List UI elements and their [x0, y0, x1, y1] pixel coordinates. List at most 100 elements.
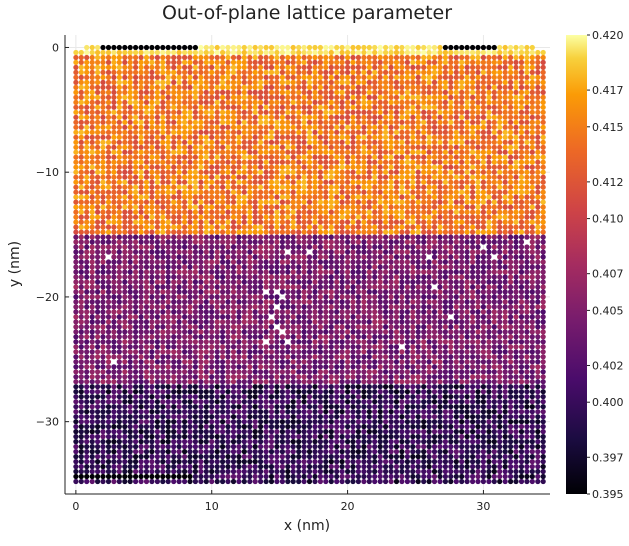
data-point	[122, 299, 128, 305]
data-point	[122, 279, 128, 285]
data-point	[100, 199, 106, 205]
data-point	[127, 259, 133, 265]
data-point	[95, 44, 101, 51]
data-point	[285, 239, 291, 245]
data-point	[421, 294, 427, 300]
data-point	[171, 204, 177, 210]
data-point	[301, 189, 307, 195]
data-point	[366, 174, 372, 180]
data-point	[393, 179, 400, 185]
data-point	[122, 79, 128, 85]
data-point	[290, 224, 296, 230]
data-point	[328, 224, 334, 230]
data-point	[399, 219, 405, 225]
data-point	[410, 234, 416, 240]
data-point	[306, 84, 313, 90]
data-point	[84, 49, 90, 56]
data-point	[138, 299, 144, 305]
data-point	[230, 289, 237, 295]
data-point	[176, 204, 182, 210]
data-point	[497, 319, 503, 325]
data-point	[415, 69, 421, 75]
data-point	[78, 219, 84, 225]
data-point	[171, 44, 177, 51]
data-point	[214, 304, 220, 310]
data-point	[437, 184, 443, 190]
data-point	[133, 319, 139, 325]
data-point	[258, 44, 264, 51]
data-point	[323, 49, 329, 56]
data-point	[258, 229, 264, 235]
data-point	[345, 89, 351, 95]
data-point	[323, 64, 329, 70]
data-point	[388, 269, 394, 275]
data-point	[133, 129, 139, 135]
data-point	[296, 79, 302, 85]
data-point	[203, 154, 209, 160]
data-point	[502, 69, 508, 75]
data-point	[160, 149, 166, 155]
data-point	[78, 89, 84, 95]
data-point	[78, 169, 84, 175]
data-point	[497, 239, 503, 245]
data-point	[491, 44, 497, 51]
data-point	[252, 254, 258, 260]
data-point	[491, 139, 497, 145]
data-point	[263, 309, 269, 315]
data-point	[502, 214, 508, 220]
data-point	[459, 299, 465, 305]
data-point	[230, 89, 237, 95]
data-point	[350, 194, 356, 200]
data-point	[187, 139, 193, 145]
data-point	[377, 199, 383, 205]
data-point	[285, 279, 291, 285]
data-point	[214, 49, 220, 56]
data-point	[355, 179, 361, 185]
data-point	[220, 44, 226, 51]
data-point	[252, 144, 258, 150]
data-point	[448, 264, 454, 270]
data-point	[301, 44, 307, 51]
data-point	[334, 94, 340, 100]
data-point	[258, 74, 264, 80]
data-point	[459, 119, 465, 125]
data-point	[470, 89, 476, 95]
data-point	[171, 184, 177, 190]
data-point	[502, 169, 508, 175]
data-point	[508, 269, 514, 275]
data-point	[361, 104, 367, 110]
data-point	[220, 164, 226, 170]
data-point	[84, 294, 90, 300]
data-point	[105, 219, 112, 225]
data-point	[290, 69, 296, 75]
data-point	[377, 284, 383, 290]
data-point	[154, 174, 160, 180]
data-point	[236, 154, 242, 160]
data-point	[89, 324, 95, 330]
data-point	[95, 249, 101, 255]
data-point	[192, 179, 198, 185]
data-point	[475, 294, 481, 300]
data-point	[236, 74, 242, 80]
data-point	[143, 64, 150, 70]
data-point	[285, 259, 291, 265]
data-point	[290, 314, 296, 320]
data-point	[383, 109, 389, 115]
data-point	[95, 219, 101, 225]
data-point	[448, 54, 454, 61]
data-point	[323, 329, 329, 335]
data-point	[301, 204, 307, 210]
data-point	[399, 259, 405, 265]
data-point	[393, 294, 400, 300]
data-point	[214, 169, 220, 175]
data-point	[459, 44, 465, 51]
data-point	[160, 179, 166, 185]
data-point	[247, 64, 253, 70]
data-point	[475, 99, 481, 105]
data-point	[160, 119, 166, 125]
data-point	[122, 309, 128, 315]
data-point	[192, 289, 198, 295]
data-point	[350, 129, 356, 135]
data-point	[355, 239, 361, 245]
data-point	[404, 154, 410, 160]
